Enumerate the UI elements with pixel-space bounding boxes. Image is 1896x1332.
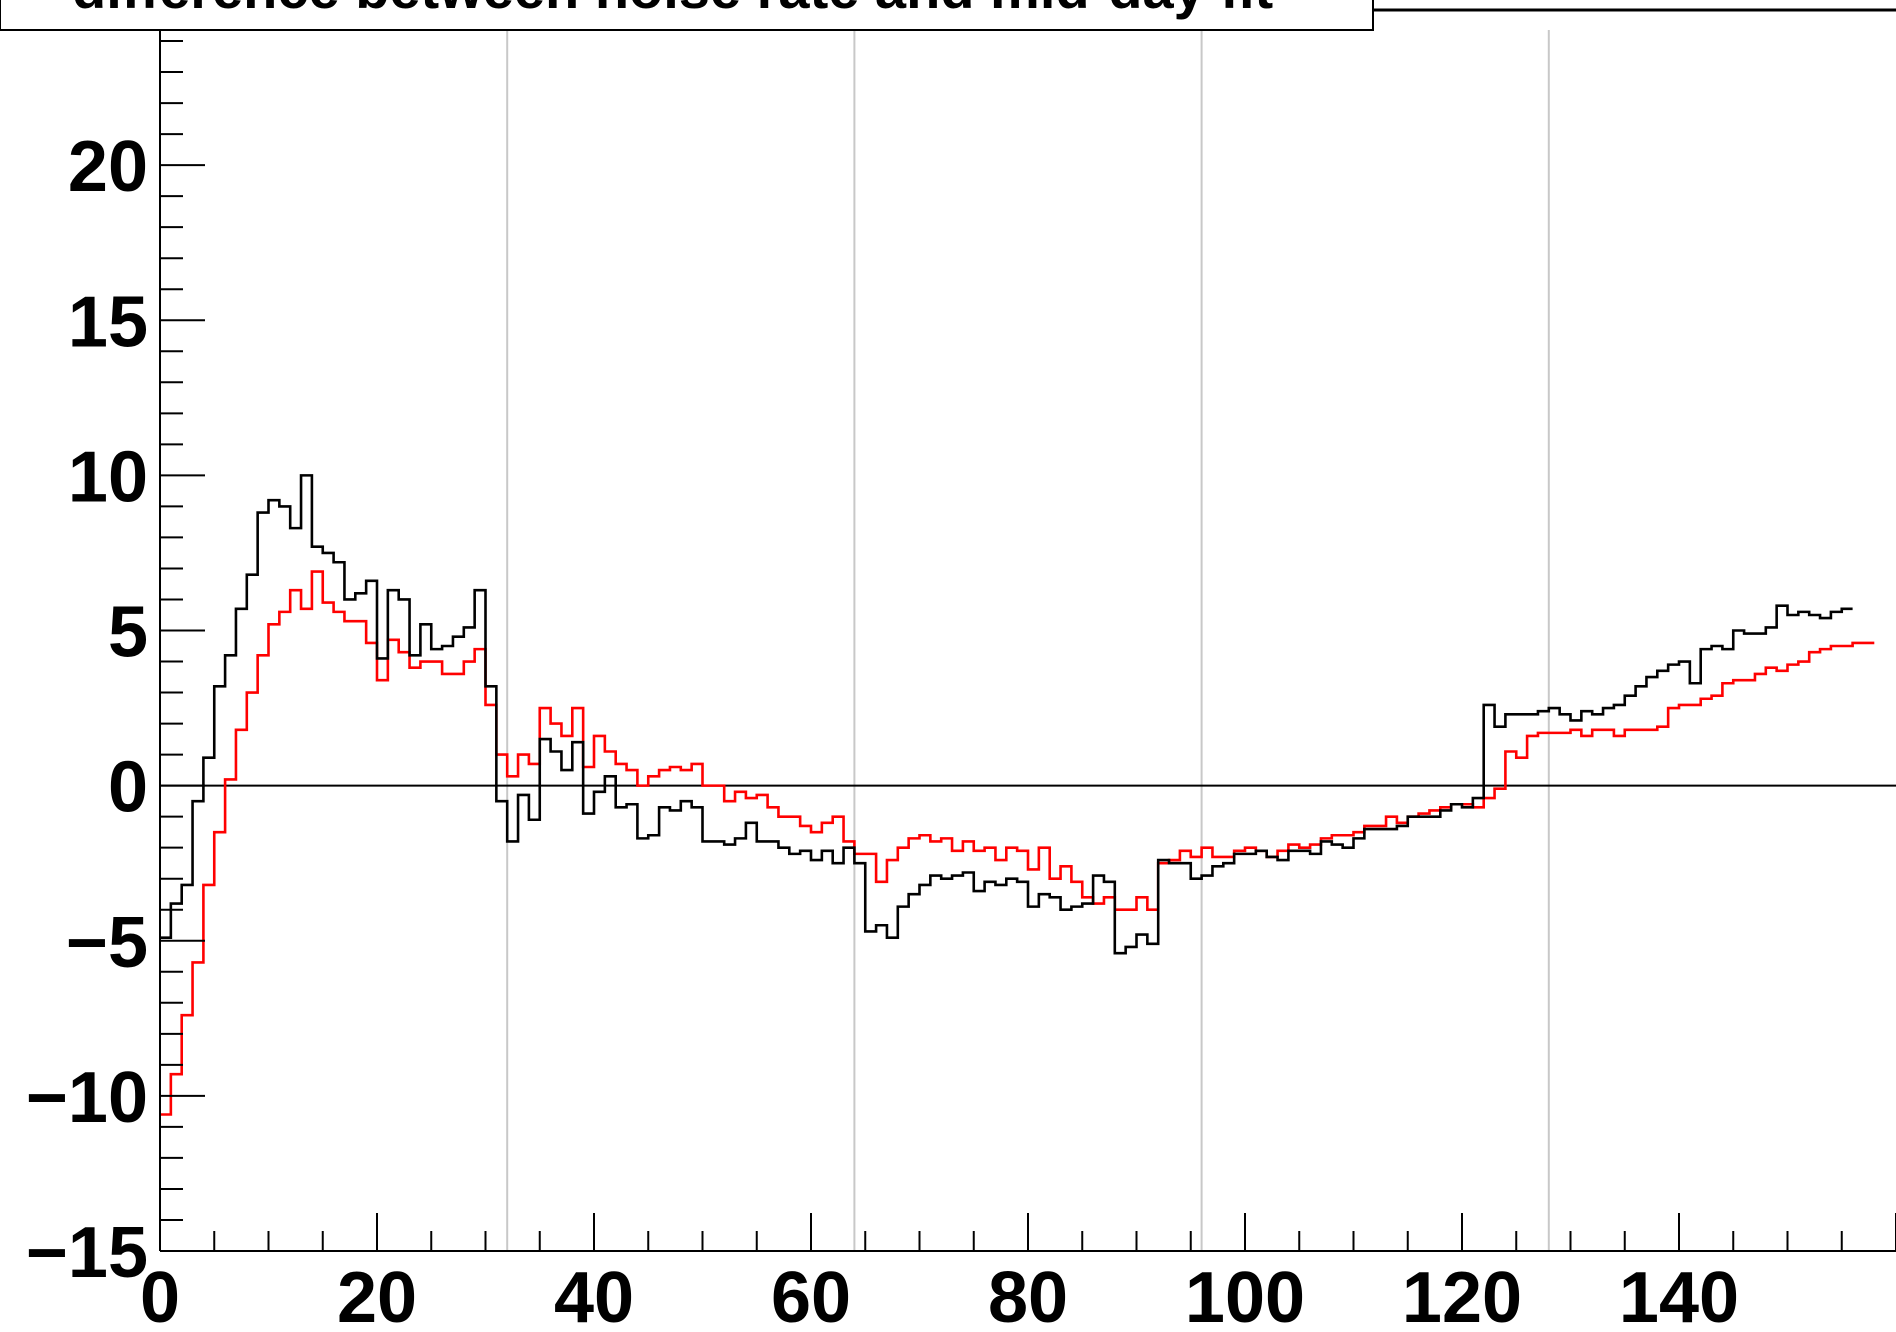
y-tick-label: 0 bbox=[108, 748, 148, 828]
title-box: difference between noise rate and mid-da… bbox=[0, 0, 1896, 31]
x-tick-label: 60 bbox=[771, 1258, 851, 1332]
y-tick-label: 20 bbox=[68, 127, 148, 207]
x-tick-label: 80 bbox=[988, 1258, 1068, 1332]
x-tick-label: 100 bbox=[1185, 1258, 1305, 1332]
axes: −15 −10 −5 0 5 10 15 20 0 20 40 60 80 100 120 140 bbox=[26, 9, 1896, 1332]
series-0-line bbox=[160, 570, 1875, 1116]
x-tick-label: 120 bbox=[1402, 1258, 1522, 1332]
x-tick-label: 20 bbox=[337, 1258, 417, 1332]
chart-title: difference between noise rate and mid-da… bbox=[72, 0, 1273, 20]
histogram-series bbox=[160, 474, 1875, 1116]
vertical-gridlines bbox=[506, 30, 1550, 1251]
title-box-frame bbox=[0, 0, 1374, 31]
y-tick-label: −15 bbox=[26, 1213, 148, 1293]
y-tick-label: 5 bbox=[108, 593, 148, 673]
y-tick-label: −5 bbox=[66, 903, 148, 983]
x-tick-label: 0 bbox=[140, 1258, 180, 1332]
y-tick-label: 10 bbox=[68, 437, 148, 517]
series-1-line bbox=[160, 474, 1853, 955]
y-tick-label: 15 bbox=[68, 282, 148, 362]
x-tick-label: 140 bbox=[1619, 1258, 1739, 1332]
y-tick-label: −10 bbox=[26, 1058, 148, 1138]
x-tick-label: 40 bbox=[554, 1258, 634, 1332]
